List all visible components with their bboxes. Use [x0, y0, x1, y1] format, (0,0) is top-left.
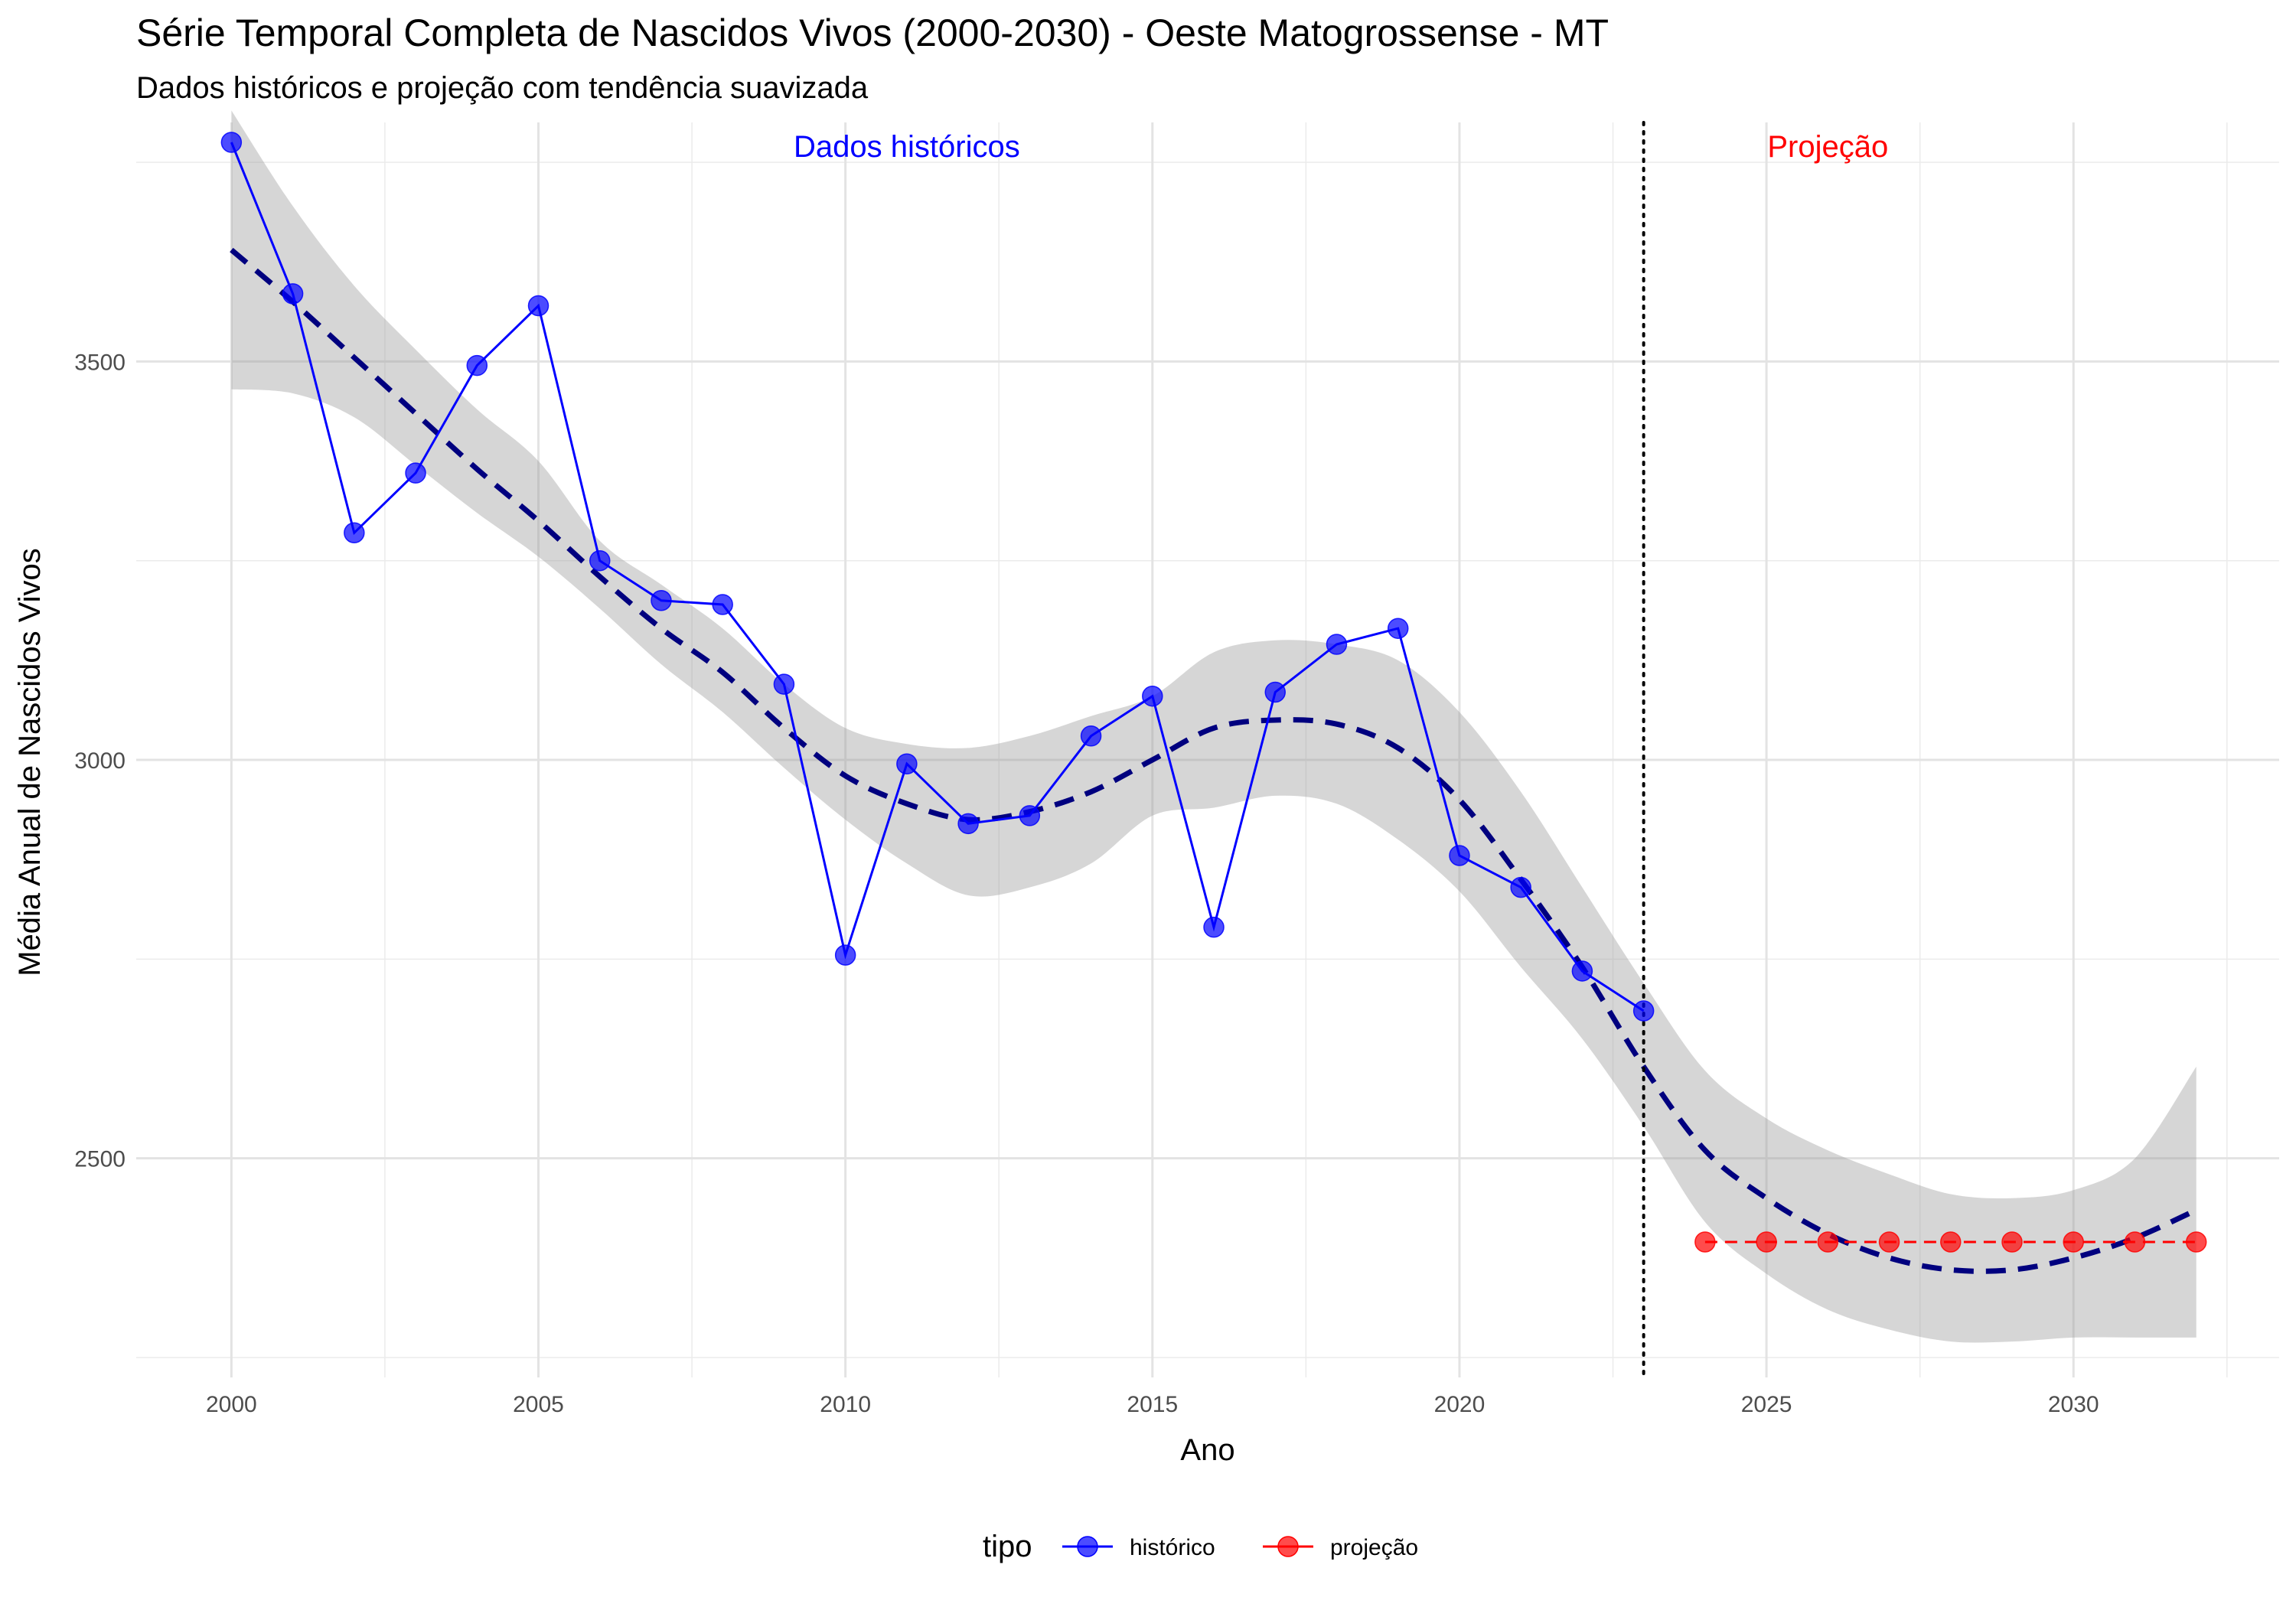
data-point-projecao	[2063, 1231, 2084, 1253]
x-tick-label: 2010	[820, 1392, 871, 1417]
x-tick-label: 2000	[206, 1392, 257, 1417]
y-tick-label: 3500	[74, 350, 126, 375]
x-tick-label: 2005	[513, 1392, 564, 1417]
data-point-historico	[589, 549, 611, 572]
y-tick-label: 3000	[74, 748, 126, 774]
y-axis-title: Média Anual de Nascidos Vivos	[13, 548, 47, 976]
data-point-historico	[1571, 960, 1593, 982]
data-point-projecao	[1756, 1231, 1777, 1253]
legend: tipo histórico projeção	[983, 1530, 1418, 1563]
data-point-historico	[1326, 634, 1348, 655]
data-point-projecao	[1817, 1231, 1839, 1253]
data-point-historico	[466, 354, 488, 376]
legend-items: histórico projeção	[1062, 1535, 1418, 1560]
data-point-historico	[1019, 805, 1041, 826]
data-point-projecao	[2124, 1231, 2146, 1253]
series-line-historico	[230, 142, 1645, 1012]
legend-label: projeção	[1330, 1535, 1418, 1560]
data-point-historico	[896, 753, 918, 774]
x-tick-label: 2015	[1127, 1392, 1178, 1417]
data-point-projecao	[1878, 1231, 1900, 1253]
data-series	[220, 132, 2207, 1253]
data-point-historico	[1387, 618, 1409, 639]
data-point-projecao	[1940, 1231, 1962, 1253]
data-point-historico	[1080, 725, 1102, 747]
data-point-historico	[405, 462, 426, 484]
y-axis-ticks: 2500 3000 3500	[74, 350, 126, 1172]
x-tick-label: 2025	[1741, 1392, 1792, 1417]
grid-minor	[136, 122, 2279, 1377]
data-point-historico	[527, 295, 550, 317]
data-point-historico	[834, 944, 856, 966]
x-tick-label: 2020	[1434, 1392, 1486, 1417]
data-point-historico	[1203, 916, 1225, 938]
x-tick-label: 2030	[2048, 1392, 2099, 1417]
legend-key-marker	[1277, 1536, 1299, 1557]
legend-label: histórico	[1130, 1535, 1215, 1560]
annotation-label: Dados históricos	[794, 130, 1020, 164]
x-axis-title: Ano	[1180, 1433, 1234, 1467]
annotation-label: Projeção	[1767, 130, 1888, 164]
data-point-historico	[344, 522, 365, 544]
data-point-projecao	[1694, 1231, 1716, 1253]
chart-title: Série Temporal Completa de Nascidos Vivo…	[136, 11, 1609, 54]
chart-subtitle: Dados históricos e projeção com tendênci…	[136, 71, 869, 105]
data-point-projecao	[2185, 1231, 2207, 1253]
data-point-historico	[1632, 1000, 1655, 1022]
data-point-historico	[957, 813, 979, 835]
data-point-projecao	[2001, 1231, 2023, 1253]
y-tick-label: 2500	[74, 1147, 126, 1172]
data-point-historico	[1264, 681, 1287, 703]
data-point-historico	[1449, 845, 1470, 866]
data-point-historico	[1142, 685, 1163, 707]
x-axis-ticks: 2000 2005 2010 2015 2020 2025 2030	[206, 1392, 2099, 1417]
data-point-historico	[220, 132, 243, 153]
data-point-historico	[773, 673, 795, 695]
data-point-historico	[712, 594, 733, 615]
legend-title: tipo	[983, 1530, 1032, 1563]
annotations: Dados históricos Projeção	[794, 130, 1888, 164]
data-point-historico	[282, 283, 304, 305]
data-point-historico	[1510, 876, 1531, 898]
legend-key-marker	[1077, 1536, 1098, 1557]
data-point-historico	[651, 590, 672, 611]
grid-major	[136, 122, 2279, 1377]
